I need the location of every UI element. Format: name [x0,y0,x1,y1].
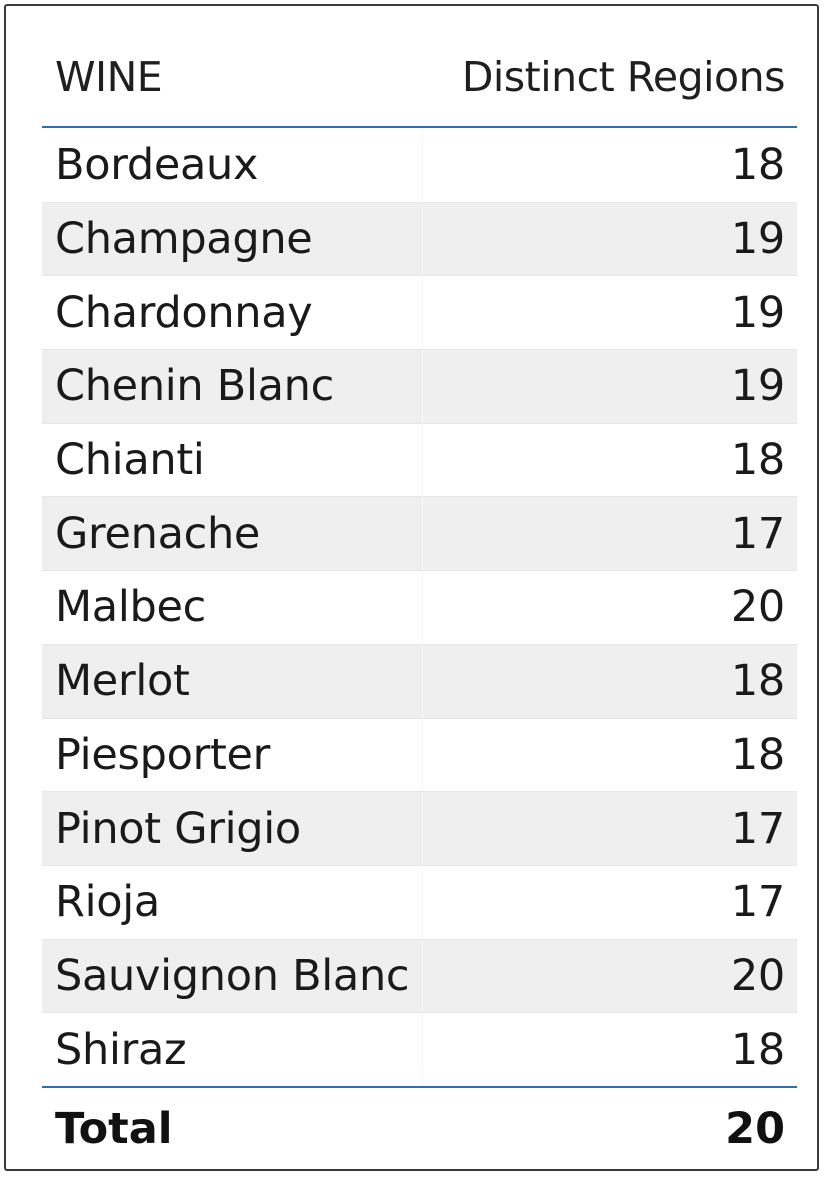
table-row[interactable]: Champagne 19 [42,201,797,276]
wine-name-cell: Bordeaux [55,139,259,190]
table-total-row: Total 20 [42,1085,797,1170]
wine-name-cell: Shiraz [55,1024,187,1075]
wine-name-cell: Pinot Grigio [55,803,301,854]
table-row[interactable]: Merlot 18 [42,643,797,718]
table-body: Bordeaux 18 Champagne 19 Chardonnay 19 C… [42,128,797,1086]
distinct-regions-cell: 17 [730,877,785,928]
wine-name-cell: Champagne [55,214,313,265]
distinct-regions-cell: 19 [730,214,785,265]
wine-name-cell: Chianti [55,435,205,486]
table-row[interactable]: Rioja 17 [42,864,797,939]
distinct-regions-cell: 17 [730,803,785,854]
wine-name-cell: Grenache [55,508,261,559]
table-row[interactable]: Shiraz 18 [42,1012,797,1086]
distinct-regions-cell: 18 [730,139,785,190]
table-visual-frame: WINE Distinct Regions Bordeaux 18 Champa… [4,4,819,1171]
total-label: Total [55,1103,173,1154]
distinct-regions-cell: 19 [730,361,785,412]
wine-name-cell: Rioja [55,877,160,928]
table-row[interactable]: Pinot Grigio 17 [42,791,797,865]
distinct-regions-cell: 18 [730,1024,785,1075]
wine-name-cell: Malbec [55,582,206,633]
distinct-regions-cell: 18 [730,435,785,486]
table-row[interactable]: Sauvignon Blanc 20 [42,938,797,1013]
column-header-distinct-regions[interactable]: Distinct Regions [461,53,786,101]
table-row[interactable]: Chianti 18 [42,422,797,497]
wine-name-cell: Chenin Blanc [55,361,334,412]
column-header-wine[interactable]: WINE [55,53,163,101]
distinct-regions-cell: 17 [730,508,785,559]
wine-name-cell: Sauvignon Blanc [55,950,410,1001]
table-row[interactable]: Malbec 20 [42,570,797,644]
wine-regions-table: WINE Distinct Regions Bordeaux 18 Champa… [42,28,797,1170]
total-value: 20 [725,1103,785,1154]
wine-name-cell: Chardonnay [55,287,313,338]
distinct-regions-cell: 20 [730,582,785,633]
distinct-regions-cell: 18 [730,729,785,780]
wine-name-cell: Piesporter [55,729,271,780]
distinct-regions-cell: 18 [730,656,785,707]
table-row[interactable]: Chenin Blanc 19 [42,349,797,423]
table-row[interactable]: Piesporter 18 [42,717,797,792]
table-row[interactable]: Chardonnay 19 [42,275,797,349]
wine-name-cell: Merlot [55,656,190,707]
table-row[interactable]: Bordeaux 18 [42,128,797,202]
distinct-regions-cell: 20 [730,950,785,1001]
table-row[interactable]: Grenache 17 [42,496,797,571]
distinct-regions-cell: 19 [730,287,785,338]
table-header-row: WINE Distinct Regions [42,28,797,128]
